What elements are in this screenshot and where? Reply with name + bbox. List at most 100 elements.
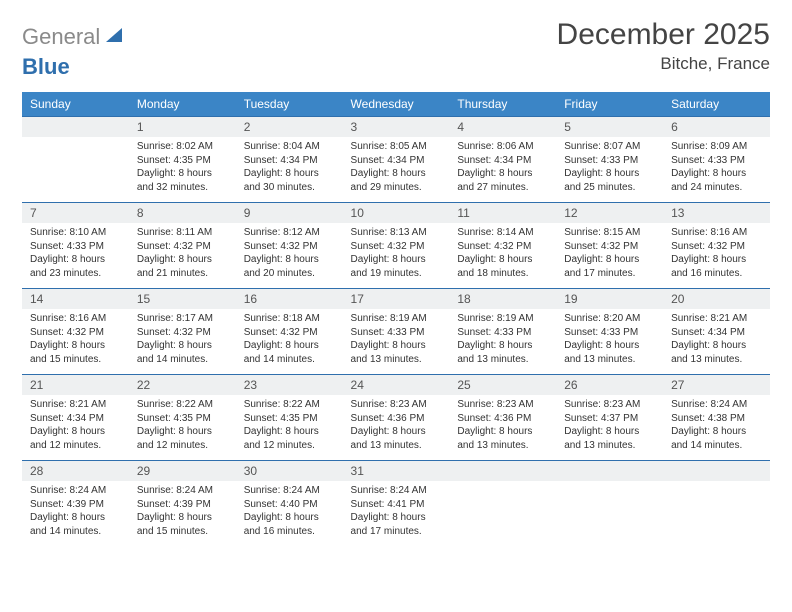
sunrise-text: Sunrise: 8:11 AM (137, 226, 228, 240)
sunrise-text: Sunrise: 8:23 AM (351, 398, 442, 412)
sunset-text: Sunset: 4:32 PM (244, 240, 335, 254)
day-content-cell: Sunrise: 8:24 AMSunset: 4:41 PMDaylight:… (343, 481, 450, 546)
daylight-text: Daylight: 8 hours (244, 253, 335, 267)
weekday-header: Thursday (449, 92, 556, 117)
day-content-cell: Sunrise: 8:21 AMSunset: 4:34 PMDaylight:… (22, 395, 129, 461)
sunset-text: Sunset: 4:36 PM (351, 412, 442, 426)
day-content-cell: Sunrise: 8:18 AMSunset: 4:32 PMDaylight:… (236, 309, 343, 375)
day-number-cell: 10 (343, 203, 450, 224)
day-number-cell (22, 117, 129, 138)
day-content-cell: Sunrise: 8:05 AMSunset: 4:34 PMDaylight:… (343, 137, 450, 203)
daylight-text: Daylight: 8 hours (244, 425, 335, 439)
day-content-cell (663, 481, 770, 546)
daylight-text: Daylight: 8 hours (137, 339, 228, 353)
day-number-cell: 1 (129, 117, 236, 138)
sunrise-text: Sunrise: 8:19 AM (351, 312, 442, 326)
sunrise-text: Sunrise: 8:18 AM (244, 312, 335, 326)
sunset-text: Sunset: 4:33 PM (564, 326, 655, 340)
calendar-table: Sunday Monday Tuesday Wednesday Thursday… (22, 92, 770, 546)
day-number-row: 78910111213 (22, 203, 770, 224)
daylight-text-2: and 15 minutes. (30, 353, 121, 367)
day-content-cell: Sunrise: 8:23 AMSunset: 4:36 PMDaylight:… (449, 395, 556, 461)
daylight-text-2: and 14 minutes. (244, 353, 335, 367)
day-content-cell: Sunrise: 8:07 AMSunset: 4:33 PMDaylight:… (556, 137, 663, 203)
sunrise-text: Sunrise: 8:23 AM (457, 398, 548, 412)
day-content-row: Sunrise: 8:24 AMSunset: 4:39 PMDaylight:… (22, 481, 770, 546)
daylight-text: Daylight: 8 hours (30, 511, 121, 525)
sunrise-text: Sunrise: 8:24 AM (244, 484, 335, 498)
sunset-text: Sunset: 4:32 PM (30, 326, 121, 340)
sunset-text: Sunset: 4:35 PM (244, 412, 335, 426)
sunset-text: Sunset: 4:34 PM (671, 326, 762, 340)
daylight-text-2: and 16 minutes. (671, 267, 762, 281)
sunset-text: Sunset: 4:32 PM (137, 326, 228, 340)
logo-text-blue: Blue (22, 54, 70, 79)
sunset-text: Sunset: 4:37 PM (564, 412, 655, 426)
day-number-cell (556, 461, 663, 482)
day-number-cell: 4 (449, 117, 556, 138)
weekday-header-row: Sunday Monday Tuesday Wednesday Thursday… (22, 92, 770, 117)
weekday-header: Sunday (22, 92, 129, 117)
day-number-cell: 7 (22, 203, 129, 224)
day-number-cell: 14 (22, 289, 129, 310)
day-content-row: Sunrise: 8:16 AMSunset: 4:32 PMDaylight:… (22, 309, 770, 375)
sunset-text: Sunset: 4:39 PM (30, 498, 121, 512)
day-content-cell: Sunrise: 8:24 AMSunset: 4:38 PMDaylight:… (663, 395, 770, 461)
sunset-text: Sunset: 4:40 PM (244, 498, 335, 512)
day-content-cell: Sunrise: 8:10 AMSunset: 4:33 PMDaylight:… (22, 223, 129, 289)
daylight-text-2: and 29 minutes. (351, 181, 442, 195)
day-content-cell: Sunrise: 8:23 AMSunset: 4:36 PMDaylight:… (343, 395, 450, 461)
sunrise-text: Sunrise: 8:24 AM (351, 484, 442, 498)
daylight-text-2: and 27 minutes. (457, 181, 548, 195)
sunrise-text: Sunrise: 8:17 AM (137, 312, 228, 326)
day-number-cell: 21 (22, 375, 129, 396)
daylight-text-2: and 13 minutes. (671, 353, 762, 367)
sunrise-text: Sunrise: 8:23 AM (564, 398, 655, 412)
day-number-cell: 23 (236, 375, 343, 396)
daylight-text: Daylight: 8 hours (137, 425, 228, 439)
day-content-cell: Sunrise: 8:13 AMSunset: 4:32 PMDaylight:… (343, 223, 450, 289)
sunset-text: Sunset: 4:36 PM (457, 412, 548, 426)
day-number-cell: 18 (449, 289, 556, 310)
daylight-text-2: and 15 minutes. (137, 525, 228, 539)
day-content-cell: Sunrise: 8:19 AMSunset: 4:33 PMDaylight:… (343, 309, 450, 375)
daylight-text-2: and 12 minutes. (244, 439, 335, 453)
day-content-cell: Sunrise: 8:24 AMSunset: 4:39 PMDaylight:… (22, 481, 129, 546)
sunset-text: Sunset: 4:34 PM (457, 154, 548, 168)
sunrise-text: Sunrise: 8:20 AM (564, 312, 655, 326)
day-content-cell (556, 481, 663, 546)
day-content-cell: Sunrise: 8:21 AMSunset: 4:34 PMDaylight:… (663, 309, 770, 375)
day-number-cell (449, 461, 556, 482)
day-content-cell: Sunrise: 8:22 AMSunset: 4:35 PMDaylight:… (236, 395, 343, 461)
daylight-text-2: and 13 minutes. (351, 353, 442, 367)
sunrise-text: Sunrise: 8:24 AM (30, 484, 121, 498)
logo-text-gray: General (22, 24, 100, 50)
daylight-text-2: and 14 minutes. (30, 525, 121, 539)
sunrise-text: Sunrise: 8:13 AM (351, 226, 442, 240)
day-content-cell: Sunrise: 8:15 AMSunset: 4:32 PMDaylight:… (556, 223, 663, 289)
day-content-cell: Sunrise: 8:24 AMSunset: 4:40 PMDaylight:… (236, 481, 343, 546)
daylight-text: Daylight: 8 hours (351, 511, 442, 525)
day-number-row: 28293031 (22, 461, 770, 482)
day-number-cell: 29 (129, 461, 236, 482)
day-content-cell: Sunrise: 8:11 AMSunset: 4:32 PMDaylight:… (129, 223, 236, 289)
day-number-row: 21222324252627 (22, 375, 770, 396)
day-number-cell: 13 (663, 203, 770, 224)
daylight-text-2: and 21 minutes. (137, 267, 228, 281)
daylight-text: Daylight: 8 hours (30, 425, 121, 439)
daylight-text-2: and 16 minutes. (244, 525, 335, 539)
daylight-text: Daylight: 8 hours (671, 425, 762, 439)
day-content-cell: Sunrise: 8:19 AMSunset: 4:33 PMDaylight:… (449, 309, 556, 375)
sunrise-text: Sunrise: 8:19 AM (457, 312, 548, 326)
daylight-text-2: and 14 minutes. (671, 439, 762, 453)
daylight-text: Daylight: 8 hours (137, 253, 228, 267)
weekday-header: Monday (129, 92, 236, 117)
day-number-cell: 25 (449, 375, 556, 396)
day-content-cell: Sunrise: 8:02 AMSunset: 4:35 PMDaylight:… (129, 137, 236, 203)
day-content-row: Sunrise: 8:10 AMSunset: 4:33 PMDaylight:… (22, 223, 770, 289)
day-content-cell: Sunrise: 8:23 AMSunset: 4:37 PMDaylight:… (556, 395, 663, 461)
sunset-text: Sunset: 4:35 PM (137, 412, 228, 426)
sunset-text: Sunset: 4:38 PM (671, 412, 762, 426)
day-content-cell: Sunrise: 8:04 AMSunset: 4:34 PMDaylight:… (236, 137, 343, 203)
day-number-row: 14151617181920 (22, 289, 770, 310)
